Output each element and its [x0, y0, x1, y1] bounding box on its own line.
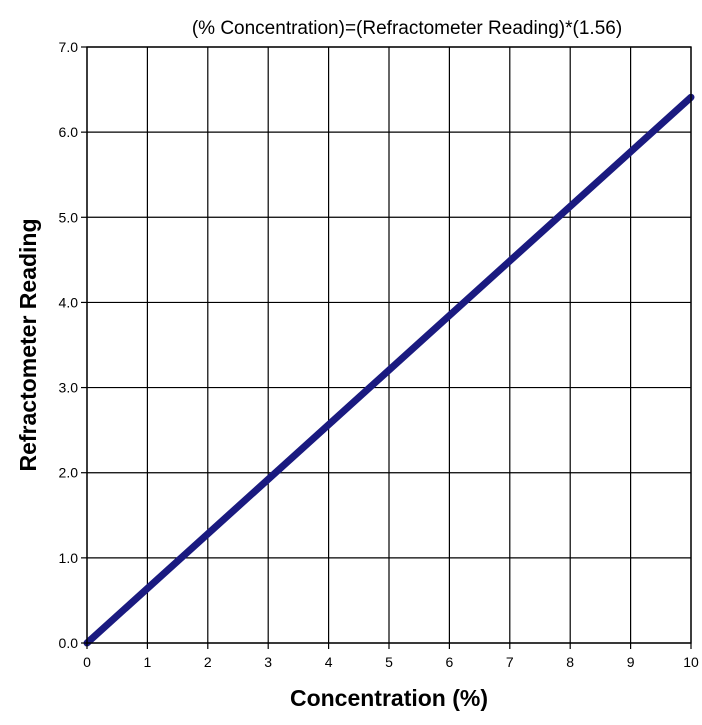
x-tick-label: 1	[144, 654, 152, 670]
x-axis-ticks: 0 1 2 3 4 5 6 7 8 9 10	[83, 643, 699, 670]
x-tick-label: 2	[204, 654, 212, 670]
x-tick-label: 0	[83, 654, 91, 670]
x-tick-label: 5	[385, 654, 393, 670]
y-tick-label: 3.0	[59, 380, 79, 396]
y-tick-label: 7.0	[59, 39, 79, 55]
x-tick-label: 8	[566, 654, 574, 670]
x-tick-label: 9	[627, 654, 635, 670]
grid-layer	[86, 46, 692, 644]
x-tick-label: 3	[264, 654, 272, 670]
y-tick-label: 0.0	[59, 635, 79, 651]
y-tick-label: 2.0	[59, 465, 79, 481]
series-layer	[83, 93, 695, 647]
data-line	[83, 93, 695, 647]
x-tick-label: 7	[506, 654, 514, 670]
y-axis-ticks: 0.0 1.0 2.0 3.0 4.0 5.0 6.0 7.0	[59, 39, 87, 651]
y-tick-label: 6.0	[59, 124, 79, 140]
y-axis-title: Refractometer Reading	[15, 218, 41, 471]
chart-title: (% Concentration)=(Refractometer Reading…	[192, 18, 622, 39]
y-tick-label: 5.0	[59, 209, 79, 225]
x-tick-label: 10	[683, 654, 699, 670]
y-tick-label: 4.0	[59, 294, 79, 310]
x-tick-label: 6	[446, 654, 454, 670]
x-tick-label: 4	[325, 654, 333, 670]
x-axis-title: Concentration (%)	[290, 685, 488, 711]
y-tick-label: 1.0	[59, 550, 79, 566]
